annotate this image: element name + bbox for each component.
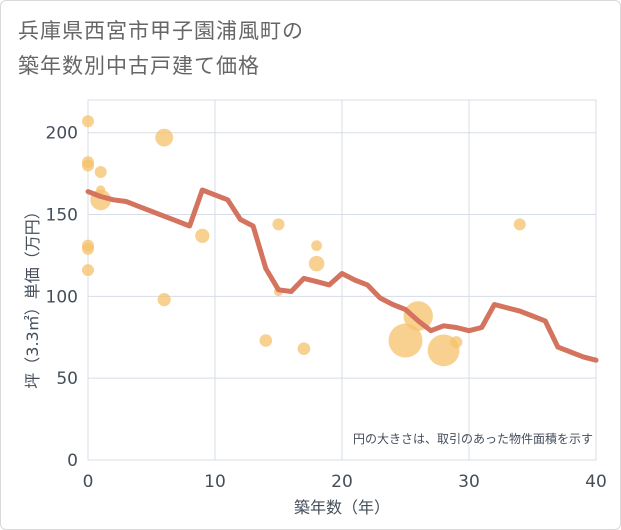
x-tick-label: 30 (458, 472, 480, 492)
trend-layer (85, 187, 599, 363)
x-tick-label: 0 (83, 472, 94, 492)
bubble-point (94, 166, 107, 178)
y-tick-label: 150 (46, 206, 78, 226)
x-tick-label: 20 (331, 472, 353, 492)
bubble-point (297, 342, 311, 356)
bubble-point (157, 293, 171, 307)
bubble-point (155, 128, 174, 147)
bubble-point (195, 228, 210, 243)
bubble-point (308, 255, 325, 272)
x-axis-label: 築年数（年） (294, 498, 390, 517)
chart-title-line1: 兵庫県西宮市甲子園浦風町の (18, 19, 304, 43)
y-tick-label: 50 (56, 369, 78, 389)
x-tick-label: 40 (585, 472, 607, 492)
bubble-point (259, 334, 273, 347)
bubble-point (82, 159, 94, 172)
bubble-point (311, 240, 322, 252)
y-tick-label: 0 (67, 451, 78, 471)
chart-title: 兵庫県西宮市甲子園浦風町の 築年数別中古戸建て価格 (18, 14, 304, 84)
bubble-layer (82, 115, 526, 367)
size-note: 円の大きさは、取引のあった物件面積を示す (353, 431, 593, 446)
bubble-point (82, 242, 94, 255)
trend-line (85, 187, 599, 363)
bubble-point (450, 336, 463, 349)
bubble-point (403, 301, 433, 331)
bubble-point (513, 218, 526, 231)
y-tick-label: 100 (46, 287, 78, 307)
grid (87, 99, 597, 461)
y-tick-label: 200 (46, 124, 78, 144)
tick-labels: 0 10 20 30 40 0 50 100 150 200 (46, 124, 607, 492)
bubble-point (388, 323, 423, 358)
x-tick-label: 10 (204, 472, 226, 492)
chart-title-line2: 築年数別中古戸建て価格 (18, 54, 260, 78)
bubble-point (82, 115, 94, 128)
y-axis-label: 坪（3.3㎡）単価（万円） (23, 203, 42, 388)
bubble-point (82, 264, 94, 277)
bubble-point (272, 218, 285, 231)
